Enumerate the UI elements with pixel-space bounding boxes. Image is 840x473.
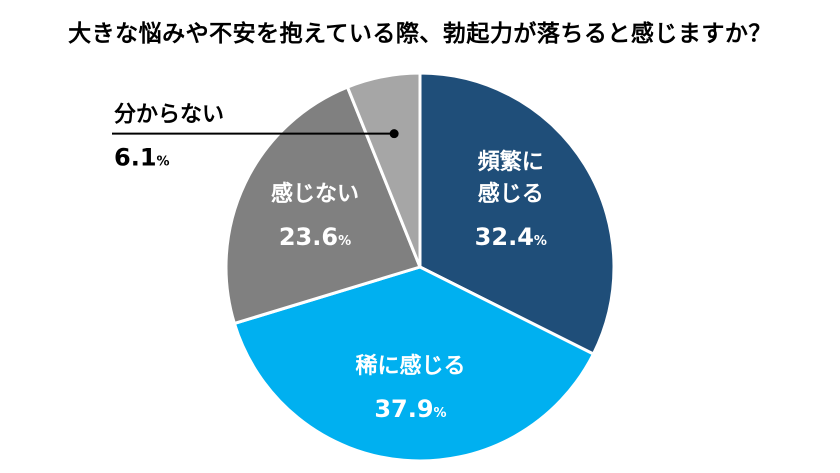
pie-slice-4: [345, 71, 422, 268]
callout-label: 分からない: [114, 103, 224, 128]
pie-slice-2: [232, 265, 596, 463]
slice-value-2: 37.9%: [374, 395, 446, 423]
slice-value-3: 23.6%: [279, 223, 351, 251]
pie-slice-3: [224, 85, 423, 326]
slice-value-1: 32.4%: [475, 223, 547, 251]
pie-slice-1: [418, 71, 616, 357]
slice-label-3-line-1: 感じない: [271, 181, 359, 207]
slice-label-2-line-1: 稀に感じる: [355, 353, 465, 379]
slice-label-1-line-1: 頻繁に: [478, 149, 544, 175]
chart-title: 大きな悩みや不安を抱えている際、勃起力が落ちると感じますか？: [68, 21, 772, 47]
callout-value: 6.1%: [114, 144, 170, 172]
slice-label-1-line-2: 感じる: [478, 181, 544, 207]
